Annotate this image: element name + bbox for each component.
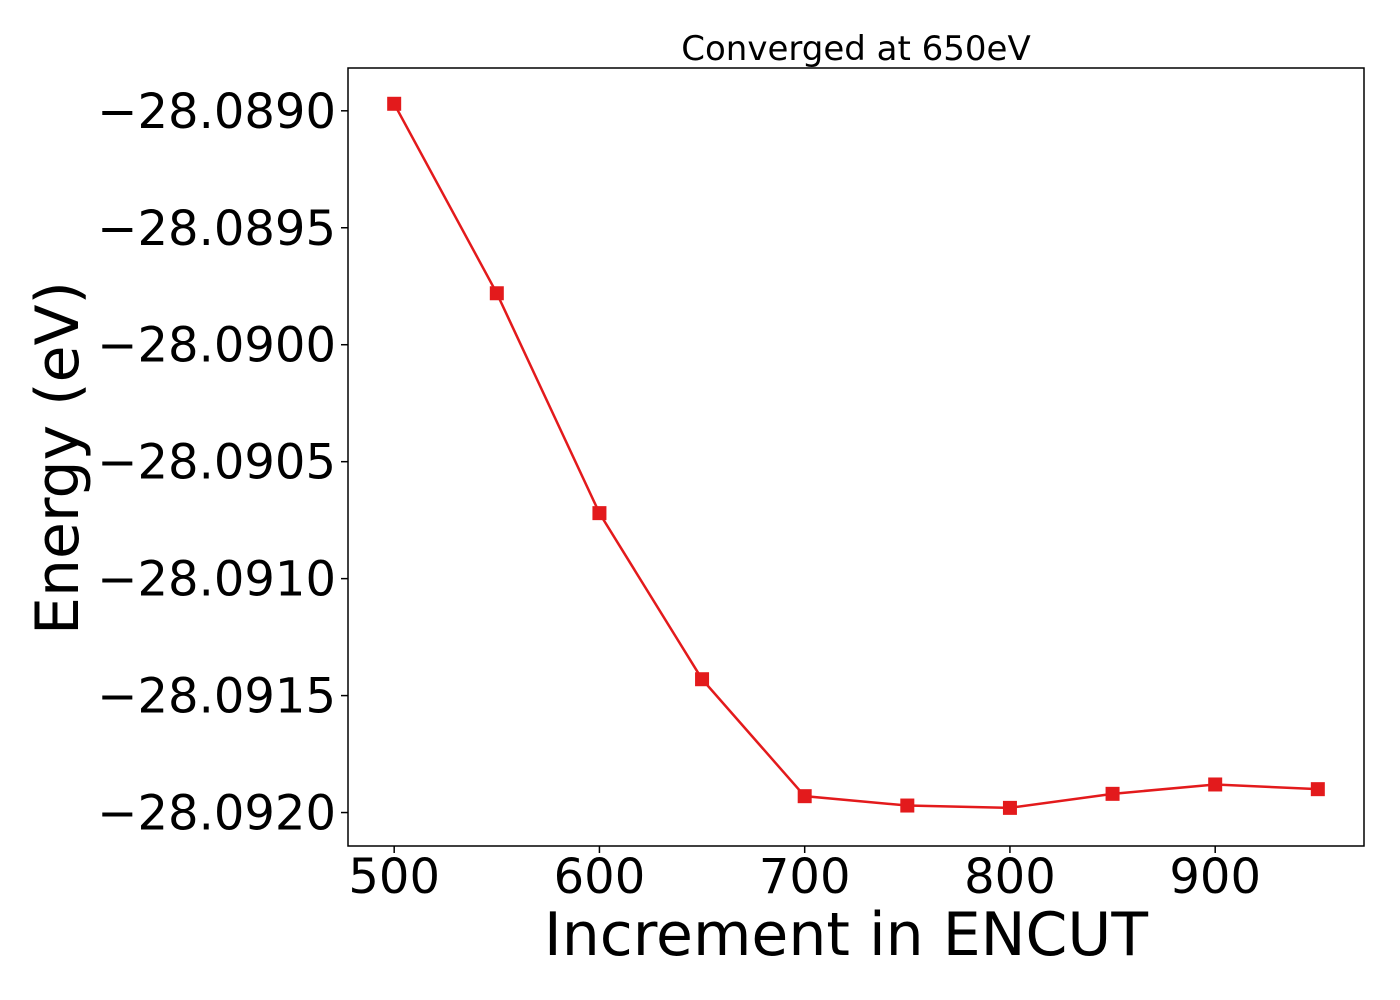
data-point-marker bbox=[695, 672, 710, 687]
x-tick-label: 700 bbox=[759, 849, 851, 905]
x-tick-label: 500 bbox=[348, 849, 440, 905]
y-tick-label: −28.0920 bbox=[97, 786, 336, 842]
data-point-marker bbox=[1310, 782, 1325, 797]
data-point-marker bbox=[797, 789, 812, 804]
data-point-marker bbox=[489, 286, 504, 301]
data-point-marker bbox=[1208, 777, 1223, 792]
x-tick-label: 800 bbox=[964, 849, 1056, 905]
x-axis-ticks: 500 600 700 800 900 bbox=[348, 846, 1261, 905]
y-tick-label: −28.0895 bbox=[97, 201, 336, 257]
x-tick-label: 900 bbox=[1169, 849, 1261, 905]
y-tick-label: −28.0905 bbox=[97, 435, 336, 491]
y-tick-label: −28.0910 bbox=[97, 552, 336, 608]
data-point-marker bbox=[900, 798, 915, 813]
series-layer bbox=[387, 96, 1325, 815]
y-tick-label: −28.0900 bbox=[97, 318, 336, 374]
x-tick-label: 600 bbox=[554, 849, 646, 905]
x-axis-label: Increment in ENCUT bbox=[544, 900, 1148, 970]
plot-area-frame bbox=[347, 67, 1365, 847]
series-line bbox=[393, 103, 1318, 810]
chart-title: Converged at 650eV bbox=[681, 29, 1030, 69]
data-point-marker bbox=[1105, 786, 1120, 801]
data-point-marker bbox=[592, 506, 607, 521]
data-point-marker bbox=[1002, 800, 1017, 815]
data-point-marker bbox=[387, 96, 402, 111]
y-tick-label: −28.0915 bbox=[97, 669, 336, 725]
y-axis-ticks: −28.0890 −28.0895 −28.0900 −28.0905 −28.0910… bbox=[97, 84, 348, 842]
y-axis-label: Energy (eV) bbox=[23, 281, 93, 635]
y-tick-label: −28.0890 bbox=[97, 84, 336, 140]
